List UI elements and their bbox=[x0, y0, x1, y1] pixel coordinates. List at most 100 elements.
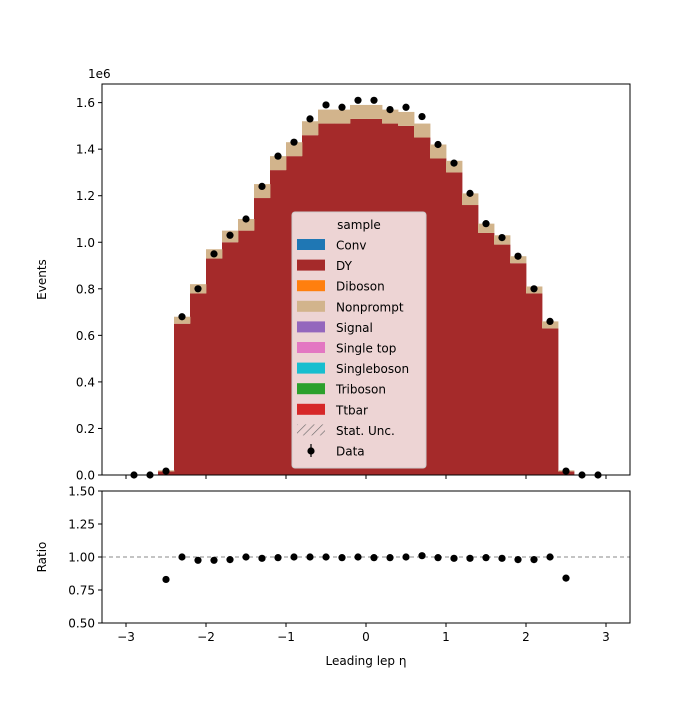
y-tick-label: 1.25 bbox=[68, 518, 95, 532]
legend-entry-signal: Signal bbox=[297, 321, 373, 335]
y-tick-label: 1.50 bbox=[68, 485, 95, 499]
bar-dy bbox=[430, 158, 447, 475]
ratio-point bbox=[418, 552, 426, 560]
data-point bbox=[546, 317, 554, 325]
x-tick-label: 2 bbox=[522, 630, 530, 644]
bar-dy bbox=[526, 293, 543, 475]
x-tick-label: −1 bbox=[277, 630, 295, 644]
legend-entry-data: Data bbox=[307, 444, 365, 459]
bar-dy bbox=[222, 242, 239, 475]
x-tick-label: 3 bbox=[602, 630, 610, 644]
ratio-point bbox=[162, 575, 170, 584]
ratio-point bbox=[178, 553, 186, 561]
legend-swatch bbox=[297, 383, 325, 395]
legend-label: Diboson bbox=[336, 280, 385, 294]
ratio-point bbox=[306, 553, 314, 561]
ratio-y-ticks: 0.50 0.75 1.00 1.25 1.50 bbox=[68, 485, 102, 631]
ratio-points bbox=[162, 552, 570, 584]
bar-dy bbox=[270, 170, 287, 475]
data-point bbox=[322, 101, 330, 109]
data-point bbox=[274, 152, 282, 160]
ratio-point bbox=[434, 554, 442, 562]
main-panel: 0.0 0.2 0.4 0.6 0.8 1.0 1.2 1.4 1.6 1e6 Events samp… bbox=[35, 67, 631, 483]
ratio-point bbox=[338, 554, 346, 562]
legend-label: Conv bbox=[336, 239, 366, 253]
data-point bbox=[498, 234, 506, 242]
data-point bbox=[370, 96, 378, 104]
bar-nonprompt bbox=[238, 218, 255, 231]
legend-entry-stat-unc-: Stat. Unc. bbox=[297, 424, 395, 438]
x-tick-label: −2 bbox=[197, 630, 215, 644]
ratio-point bbox=[354, 553, 362, 561]
data-point bbox=[162, 467, 170, 475]
legend-swatch bbox=[297, 362, 325, 374]
ratio-point bbox=[546, 553, 554, 561]
y-tick-label: 0.50 bbox=[68, 617, 95, 631]
ratio-point bbox=[402, 553, 410, 561]
data-point bbox=[290, 138, 298, 146]
data-point bbox=[434, 140, 442, 149]
y-tick-label: 0.8 bbox=[76, 282, 95, 296]
ratio-point bbox=[498, 554, 506, 562]
ratio-point bbox=[386, 554, 394, 562]
data-point bbox=[338, 103, 346, 111]
data-point bbox=[530, 285, 538, 293]
legend-swatch bbox=[297, 259, 325, 271]
data-point bbox=[386, 106, 394, 114]
bar-dy bbox=[238, 230, 255, 475]
legend-entry-single-top: Single top bbox=[297, 342, 396, 356]
data-points bbox=[130, 96, 602, 479]
y-tick-label: 0.6 bbox=[76, 329, 95, 343]
legend-swatch bbox=[297, 280, 325, 292]
ratio-point bbox=[322, 553, 330, 561]
legend-label: Ttbar bbox=[335, 403, 368, 417]
data-point bbox=[450, 159, 458, 167]
legend-label: Single top bbox=[336, 342, 396, 356]
legend-entry-ttbar: Ttbar bbox=[297, 403, 368, 417]
bar-nonprompt bbox=[462, 193, 479, 206]
ratio-panel: 0.50 0.75 1.00 1.25 1.50 −3 −2 −1 0 1 2 3 Ratio Leadi… bbox=[35, 485, 631, 668]
bar-nonprompt bbox=[286, 142, 303, 157]
ratio-y-axis-label: Ratio bbox=[35, 542, 49, 573]
ratio-point bbox=[242, 553, 250, 561]
ratio-point bbox=[194, 556, 202, 564]
legend-label: Signal bbox=[336, 321, 373, 335]
ratio-point bbox=[562, 574, 570, 582]
bar-nonprompt bbox=[478, 223, 495, 233]
bar-nonprompt bbox=[414, 123, 431, 138]
data-point bbox=[242, 215, 250, 223]
bar-nonprompt bbox=[254, 184, 271, 199]
ratio-point bbox=[482, 554, 490, 562]
ratio-point bbox=[274, 554, 282, 562]
x-axis-label: Leading lep η bbox=[326, 654, 407, 668]
ratio-point bbox=[530, 556, 538, 564]
ratio-point bbox=[466, 554, 474, 562]
bar-dy bbox=[494, 244, 511, 475]
legend-marker bbox=[307, 447, 315, 455]
legend-swatch-hatch bbox=[297, 424, 325, 436]
data-point bbox=[178, 313, 186, 321]
ratio-point bbox=[370, 554, 378, 562]
bar-nonprompt bbox=[398, 111, 415, 126]
data-point bbox=[466, 189, 474, 197]
legend-swatch bbox=[297, 321, 325, 333]
legend-label: Nonprompt bbox=[336, 300, 404, 314]
legend: sample Conv DY Diboson Nonprompt Signal Single… bbox=[291, 211, 427, 469]
ratio-point bbox=[514, 556, 522, 564]
ratio-point bbox=[226, 556, 234, 564]
x-tick-label: 0 bbox=[362, 630, 370, 644]
legend-entry-triboson: Triboson bbox=[297, 383, 386, 397]
bar-dy bbox=[510, 263, 527, 475]
legend-entry-singleboson: Singleboson bbox=[297, 362, 409, 376]
bar-dy bbox=[542, 328, 559, 475]
legend-entry-diboson: Diboson bbox=[297, 280, 385, 294]
bar-dy bbox=[462, 205, 479, 475]
ratio-x-ticks: −3 −2 −1 0 1 2 3 bbox=[117, 623, 610, 644]
bar-dy bbox=[190, 293, 207, 475]
main-y-ticks: 0.0 0.2 0.4 0.6 0.8 1.0 1.2 1.4 1.6 bbox=[76, 96, 102, 483]
ratio-point bbox=[258, 554, 266, 562]
bar-nonprompt bbox=[430, 144, 447, 159]
legend-label: Triboson bbox=[335, 383, 386, 397]
data-point bbox=[514, 252, 522, 260]
